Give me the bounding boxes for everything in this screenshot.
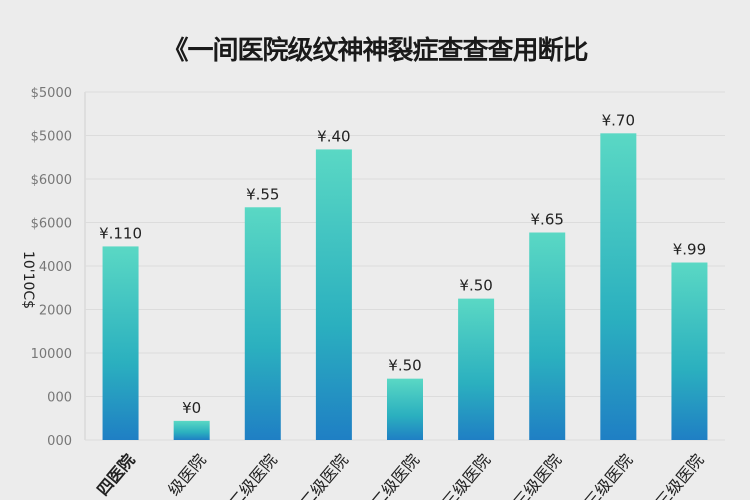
x-tick-label: 二级医院 <box>367 450 423 500</box>
data-label: ¥.99 <box>673 241 706 259</box>
bar <box>244 207 281 440</box>
x-tick-label: 级医院 <box>164 450 209 499</box>
data-label: ¥.50 <box>388 357 421 375</box>
bar <box>387 378 423 440</box>
y-tick-label: $6000 <box>31 217 72 232</box>
y-tick-label: 10000 <box>31 347 72 362</box>
bar <box>458 298 495 440</box>
x-tick-label: 二级医院 <box>225 450 281 500</box>
data-label: ¥.110 <box>99 224 142 242</box>
data-label: ¥.50 <box>459 277 492 295</box>
y-tick-label: $6000 <box>31 173 72 188</box>
bar <box>315 149 352 441</box>
data-label: ¥.40 <box>317 127 350 145</box>
x-tick-label: 三级医院 <box>581 450 637 500</box>
bar <box>600 133 637 440</box>
x-tick-label: 三级医院 <box>652 450 708 500</box>
data-label: ¥0 <box>182 399 201 417</box>
bar <box>671 262 708 440</box>
x-tick-label: 四医院 <box>93 450 138 499</box>
bar <box>102 246 139 440</box>
y-tick-label: $5000 <box>31 86 72 101</box>
y-tick-label: $5000 <box>31 130 72 145</box>
data-label: ¥.70 <box>602 111 635 129</box>
x-tick-label: 三级医院 <box>438 450 494 500</box>
chart-title: 《一间医院级纹神神裂症查查查用断比 <box>162 36 588 66</box>
y-axis-label: 10'10C$ <box>20 251 36 309</box>
y-tick-label: 4000 <box>39 260 72 275</box>
data-label: ¥.65 <box>531 211 564 229</box>
bar <box>529 232 566 440</box>
bar <box>173 420 210 440</box>
data-label: ¥.55 <box>246 185 279 203</box>
y-tick-label: 2000 <box>39 304 72 319</box>
x-tick-label: 二级医院 <box>296 450 352 500</box>
y-tick-label: 000 <box>47 391 72 406</box>
x-tick-label: 三级医院 <box>510 450 566 500</box>
y-tick-label: 000 <box>47 434 72 449</box>
